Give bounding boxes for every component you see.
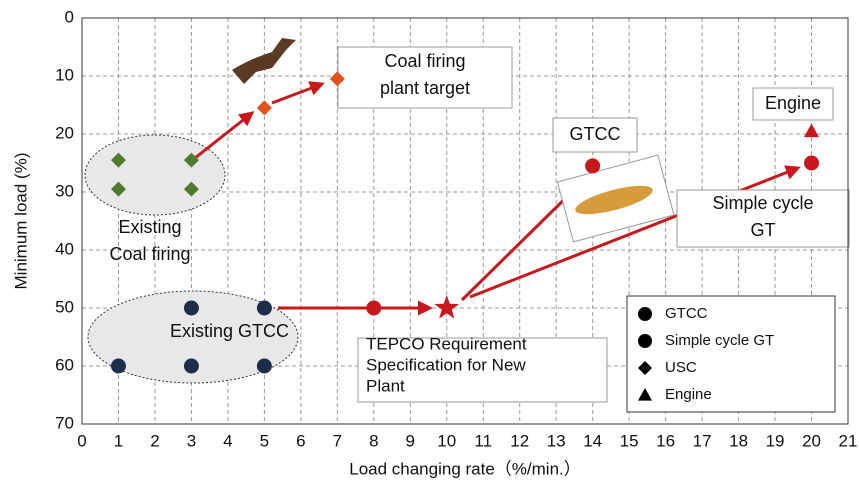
x-tick-label: 4 (223, 431, 232, 450)
x-tick-label: 11 (474, 431, 492, 450)
annotation: Existing (118, 217, 181, 237)
x-tick-label: 0 (77, 431, 86, 450)
legend-label: USC (665, 359, 697, 376)
plot-frame (81, 17, 849, 425)
x-tick-label: 6 (296, 431, 305, 450)
marker (434, 295, 460, 319)
y-tick-label: 70 (55, 413, 74, 432)
annotation: Coal firing (109, 244, 190, 264)
marker (638, 361, 652, 375)
legend-label: Simple cycle GT (665, 332, 774, 349)
marker (585, 158, 601, 174)
x-tick-label: 20 (802, 431, 821, 450)
x-tick-label: 5 (260, 431, 269, 450)
marker (183, 300, 199, 316)
x-tick-label: 7 (333, 431, 342, 450)
y-tick-label: 50 (55, 297, 74, 316)
x-tick-label: 10 (437, 431, 456, 450)
x-tick-label: 3 (187, 431, 196, 450)
marker (256, 300, 272, 316)
annotation-box (552, 117, 638, 153)
x-tick-label: 18 (729, 431, 748, 450)
x-tick-label: 21 (839, 431, 858, 450)
annotation: plant target (380, 78, 470, 98)
annotation-box (752, 87, 834, 121)
cheetah-image (556, 154, 675, 243)
marker (110, 181, 126, 197)
marker (256, 100, 272, 116)
x-tick-label: 8 (369, 431, 378, 450)
legend-label: GTCC (665, 305, 708, 322)
annotation: GTCC (570, 124, 621, 144)
y-axis-title: Minimum load (%) (11, 153, 30, 290)
x-tick-label: 19 (766, 431, 785, 450)
marker (110, 358, 126, 374)
marker (638, 334, 652, 348)
marker (183, 152, 199, 168)
group-ellipse (84, 134, 226, 216)
marker (183, 358, 199, 374)
marker (804, 123, 820, 138)
y-tick-label: 60 (55, 355, 74, 374)
annotation-box (676, 189, 850, 248)
annotation: Plant (366, 376, 405, 395)
marker (110, 152, 126, 168)
annotation: Simple cycle (712, 193, 813, 213)
x-tick-label: 1 (114, 431, 123, 450)
x-tick-label: 2 (150, 431, 159, 450)
annotation-box (337, 46, 513, 109)
y-tick-label: 30 (55, 181, 74, 200)
annotation: Engine (765, 93, 821, 113)
x-axis-title: Load changing rate（%/min.） (349, 459, 581, 478)
group-ellipse (87, 290, 299, 384)
marker (638, 388, 652, 401)
x-tick-label: 14 (583, 431, 602, 450)
annotation: Coal firing (384, 51, 465, 71)
y-tick-label: 0 (65, 7, 74, 26)
marker (638, 307, 652, 321)
y-tick-label: 20 (55, 123, 74, 142)
marker (183, 181, 199, 197)
marker (256, 358, 272, 374)
annotation-box (357, 337, 608, 403)
x-tick-label: 13 (547, 431, 566, 450)
annotation: TEPCO Requirement (366, 334, 527, 353)
x-tick-label: 16 (656, 431, 675, 450)
legend (626, 295, 836, 413)
y-tick-label: 40 (55, 239, 74, 258)
annotation: Existing GTCC (170, 321, 289, 341)
marker (804, 155, 820, 171)
annotation: GT (751, 220, 776, 240)
x-tick-label: 9 (406, 431, 415, 450)
legend-label: Engine (665, 386, 712, 403)
horse-image (232, 38, 296, 84)
annotation: Specification for New (366, 355, 526, 374)
marker (329, 71, 345, 87)
x-tick-label: 15 (620, 431, 639, 450)
x-tick-label: 17 (693, 431, 712, 450)
x-tick-label: 12 (510, 431, 529, 450)
marker (366, 300, 382, 316)
y-tick-label: 10 (55, 65, 74, 84)
